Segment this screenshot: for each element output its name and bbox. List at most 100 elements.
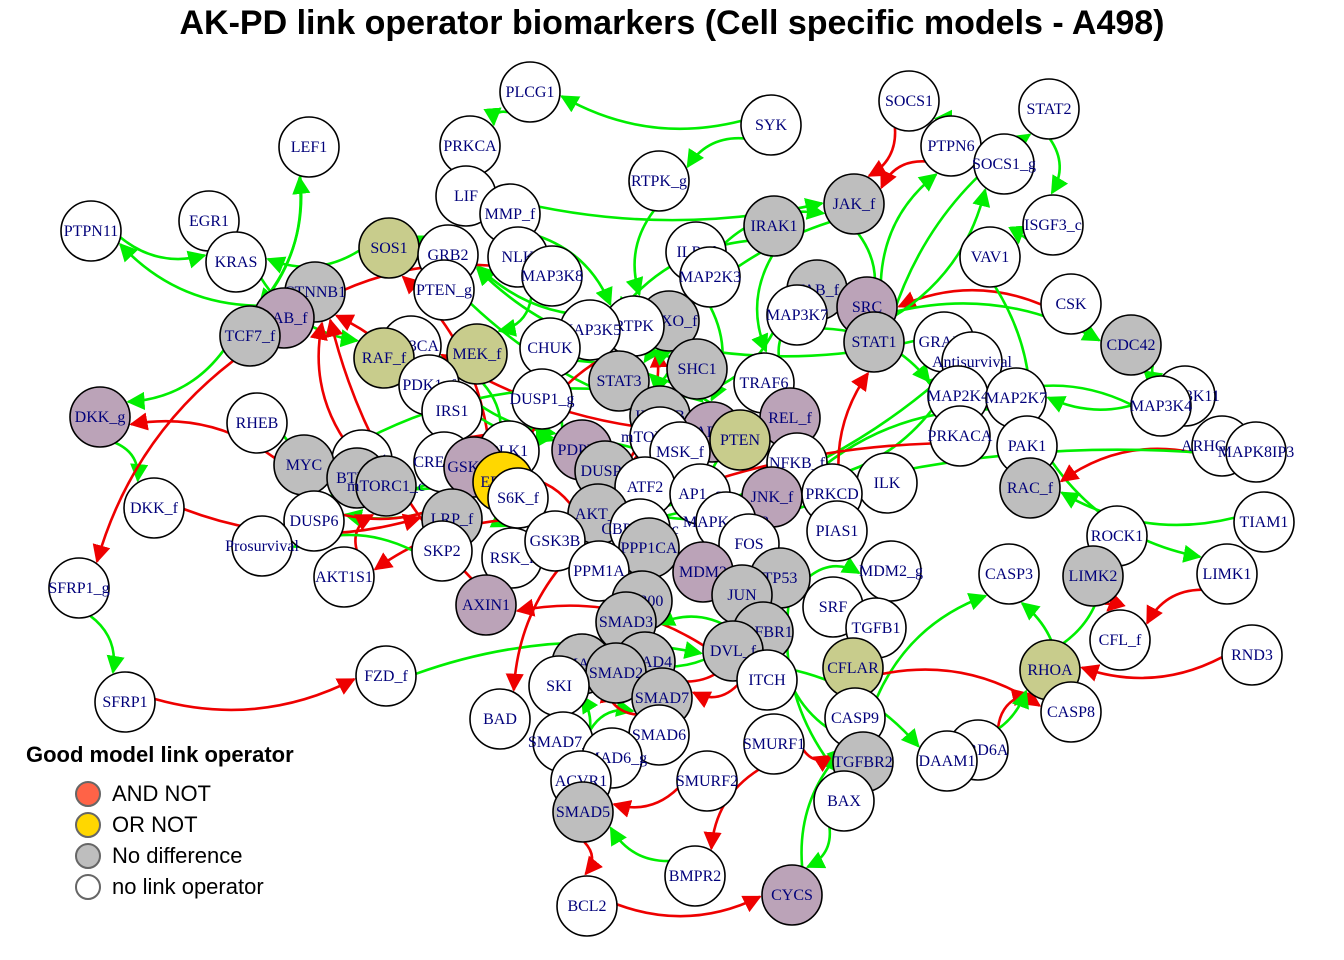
node-label-ptpn6: PTPN6 [927, 138, 974, 155]
node-label-myc: MYC [286, 457, 322, 474]
node-circle-bad [469, 688, 531, 750]
node-label-prkcd: PRKCD [805, 486, 858, 503]
node-label-rac-f: RAC_f [1007, 480, 1054, 497]
node-gsk3b: GSK3B [524, 510, 586, 572]
node-label-prkca: PRKCA [443, 138, 497, 155]
node-dkk-g: DKK_g [69, 386, 131, 448]
node-circle-rtpk-g [628, 150, 690, 212]
node-circle-shc1 [666, 338, 728, 400]
node-circle-rheb [226, 392, 288, 454]
node-ppm1a: PPM1A [568, 540, 630, 602]
node-circle-mapk8ip3 [1225, 421, 1287, 483]
node-circle-ptpn11 [60, 200, 122, 262]
edge-tiam1-to-rac-f [1060, 491, 1235, 527]
node-circle-prkaca [929, 405, 991, 467]
node-circle-cdc42 [1100, 314, 1162, 376]
node-label-tgfbr2: TGFBR2 [833, 754, 893, 771]
legend-title: Good model link operator [26, 742, 294, 767]
node-kras: KRAS [205, 231, 267, 293]
node-label-pias1: PIAS1 [816, 523, 859, 540]
node-irak1: IRAK1 [743, 195, 805, 257]
edge-irak1-to-traf6 [751, 255, 774, 353]
node-smad5: SMAD5 [552, 781, 614, 843]
node-label-s6k-f: S6K_f [497, 490, 539, 507]
edge-plcg1-to-prkca [483, 107, 508, 127]
node-circle-tiam1 [1233, 491, 1295, 553]
node-circle-csk [1040, 273, 1102, 335]
edge-rtpk-g-to-rtpk [625, 209, 655, 297]
node-label-bad: BAD [483, 711, 517, 728]
node-isgf3-c: ISGF3_c [1022, 194, 1084, 256]
node-circle-plcg1 [499, 61, 561, 123]
node-stat2: STAT2 [1018, 78, 1080, 140]
node-label-dusp6: DUSP6 [290, 513, 339, 530]
node-mek-f: MEK_f [446, 323, 508, 385]
node-label-smad5: SMAD5 [556, 804, 610, 821]
node-limk1: LIMK1 [1196, 543, 1258, 605]
edge-map3k8-to-mek-f [497, 297, 533, 337]
node-label-stat1: STAT1 [852, 334, 897, 351]
node-circle-akt1s1 [313, 546, 375, 608]
node-rheb: RHEB [226, 392, 288, 454]
node-circle-bmpr2 [664, 845, 726, 907]
node-circle-bax [813, 770, 875, 832]
node-circle-socs1 [878, 70, 940, 132]
node-rnd3: RND3 [1221, 624, 1283, 686]
node-label-akt-f: AKT_f [575, 506, 622, 523]
node-circle-map3k8 [521, 245, 583, 307]
node-label-jnk-f: JNK_f [751, 489, 794, 506]
node-jak-f: JAK_f [823, 173, 885, 235]
node-label-casp8: CASP8 [1047, 704, 1095, 721]
edge-bmpr2-to-smad5 [609, 826, 670, 863]
node-circle-mdm2-g [860, 540, 922, 602]
node-label-map3k4: MAP3K4 [1130, 398, 1192, 415]
node-label-prosurvival: Prosurvival [225, 538, 299, 555]
node-bad: BAD [469, 688, 531, 750]
node-label-pak1: PAK1 [1008, 438, 1047, 455]
node-label-map2k7: MAP2K7 [985, 390, 1047, 407]
page-title: AK-PD link operator biomarkers (Cell spe… [179, 4, 1165, 42]
node-label-syk: SYK [755, 117, 787, 134]
node-csk: CSK [1040, 273, 1102, 335]
node-circle-smurf2 [676, 750, 738, 812]
node-lef1: LEF1 [278, 116, 340, 178]
node-limk2: LIMK2 [1062, 545, 1124, 607]
node-label-cflar: CFLAR [827, 660, 879, 677]
node-label-fzd-f: FZD_f [364, 668, 408, 685]
node-label-raf-f: RAF_f [362, 350, 407, 367]
node-dusp1-g: DUSP1_g [510, 368, 574, 430]
node-label-bcl2: BCL2 [567, 898, 606, 915]
node-mmp-f: MMP_f [479, 183, 541, 245]
node-label-tiam1: TIAM1 [1240, 514, 1289, 531]
node-label-nfkb-f: NFKB_f [769, 455, 826, 472]
node-mapk8ip3: MAPK8IP3 [1218, 421, 1294, 483]
node-circle-mek-f [446, 323, 508, 385]
node-circle-mtorc1-c [355, 455, 417, 517]
edge-mmp-f-to-rtpk [531, 232, 613, 307]
node-shc1: SHC1 [666, 338, 728, 400]
node-cfl-f: CFL_f [1089, 609, 1151, 671]
edge-tcf7-f-to-sfrp1-g [92, 359, 234, 564]
node-casp8: CASP8 [1040, 681, 1102, 743]
edge-bax-to-cycs [805, 827, 832, 869]
node-mdm2-g: MDM2_g [859, 540, 923, 602]
edge-src-to-ptpn6 [879, 173, 938, 281]
node-label-limk1: LIMK1 [1203, 566, 1252, 583]
node-rtpk-g: RTPK_g [628, 150, 690, 212]
node-label-mdm2-g: MDM2_g [859, 563, 923, 580]
node-plcg1: PLCG1 [499, 61, 561, 123]
node-label-cycs: CYCS [771, 887, 813, 904]
node-pias1: PIAS1 [806, 500, 868, 562]
node-raf-f: RAF_f [353, 327, 415, 389]
node-cflar: CFLAR [822, 637, 884, 699]
node-circle-sfrp1 [94, 671, 156, 733]
node-label-skp2: SKP2 [423, 543, 460, 560]
edge-smad7-g-to-smad7 [589, 698, 635, 731]
node-rac-f: RAC_f [999, 457, 1061, 519]
node-circle-smad5 [552, 781, 614, 843]
node-label-mek-f: MEK_f [453, 346, 503, 363]
edge-dkk-g-to-dkk-f [114, 441, 149, 483]
node-label-msk-f: MSK_f [656, 444, 705, 461]
edge-tcf7-f-to-dkk-g [126, 349, 225, 410]
